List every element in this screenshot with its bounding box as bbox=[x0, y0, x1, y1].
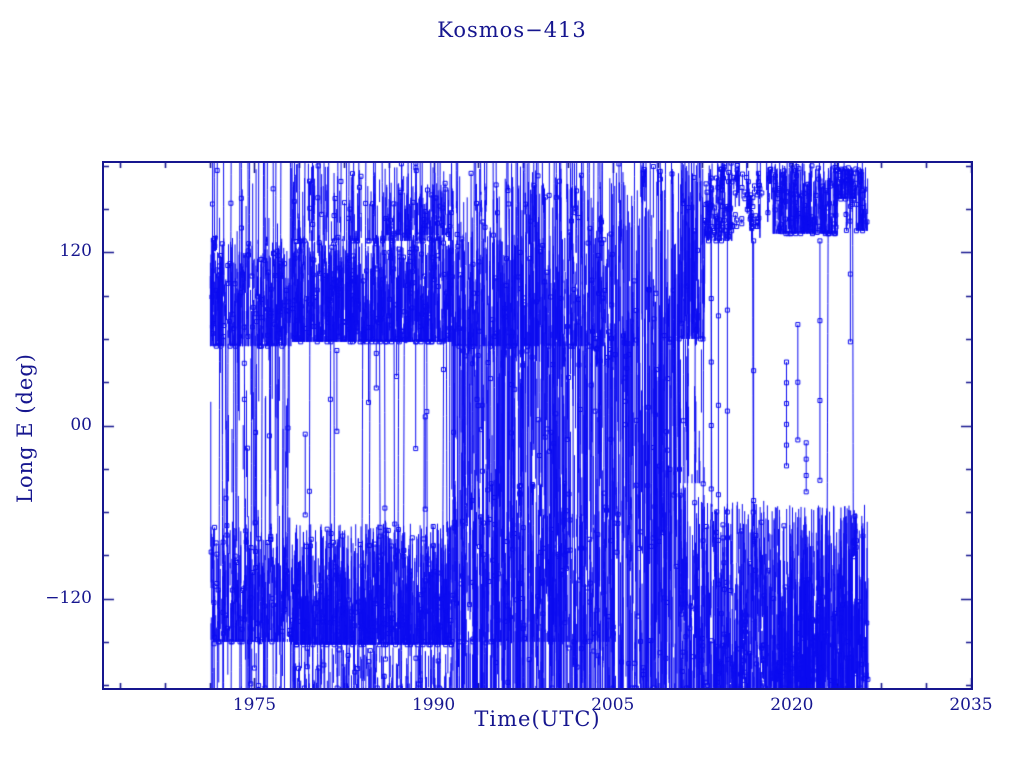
plot-frame bbox=[102, 161, 973, 690]
x-tick-label: 2005 bbox=[591, 695, 635, 715]
x-tick-label: 2020 bbox=[770, 695, 814, 715]
x-tick-label: 1990 bbox=[411, 695, 456, 715]
x-tick-label: 1975 bbox=[232, 695, 277, 715]
x-axis-title: Time(UTC) bbox=[474, 707, 601, 731]
y-tick-label: 120 bbox=[59, 241, 92, 262]
y-tick-label: 00 bbox=[70, 414, 92, 435]
x-tick-label: 2035 bbox=[949, 695, 993, 715]
y-tick-label: −120 bbox=[45, 587, 92, 608]
plot-canvas bbox=[104, 163, 971, 688]
chart-title: Kosmos−413 bbox=[437, 18, 587, 42]
